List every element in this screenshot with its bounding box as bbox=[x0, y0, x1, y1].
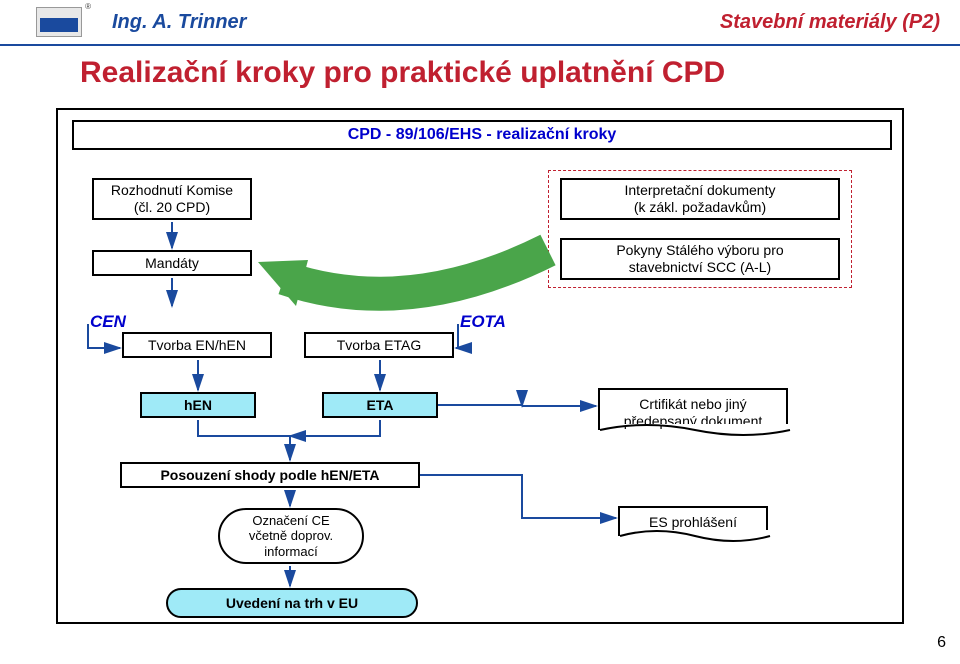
box-mandates: Mandáty bbox=[92, 250, 252, 276]
box-decision: Rozhodnutí Komise(čl. 20 CPD) bbox=[92, 178, 252, 220]
box-hen: hEN bbox=[140, 392, 256, 418]
box-eta: ETA bbox=[322, 392, 438, 418]
doc-cert: Crtifikát nebo jinýpředepsaný dokument bbox=[598, 388, 788, 430]
oval-uvedeni: Uvedení na trh v EU bbox=[166, 588, 418, 618]
box-scc: Pokyny Stálého výboru prostavebnictví SC… bbox=[560, 238, 840, 280]
box-topbar: CPD - 89/106/EHS - realizační kroky bbox=[72, 120, 892, 150]
header: ® Ing. A. Trinner Stavební materiály (P2… bbox=[0, 0, 960, 46]
box-tvorba-en: Tvorba EN/hEN bbox=[122, 332, 272, 358]
box-tvorba-etag: Tvorba ETAG bbox=[304, 332, 454, 358]
box-posouzeni: Posouzení shody podle hEN/ETA bbox=[120, 462, 420, 488]
page-number: 6 bbox=[937, 634, 946, 652]
page-title: Realizační kroky pro praktické uplatnění… bbox=[80, 56, 725, 90]
header-right: Stavební materiály (P2) bbox=[720, 11, 940, 34]
label-eota: EOTA bbox=[460, 312, 506, 332]
box-interp: Interpretační dokumenty(k zákl. požadavk… bbox=[560, 178, 840, 220]
label-cen: CEN bbox=[90, 312, 126, 332]
doc-es: ES prohlášení bbox=[618, 506, 768, 536]
diagram-canvas: CPD - 89/106/EHS - realizační kroky Rozh… bbox=[56, 108, 904, 624]
oval-ce: Označení CEvčetně doprov.informací bbox=[218, 508, 364, 564]
doc-es-text: ES prohlášení bbox=[649, 514, 737, 531]
logo: ® bbox=[36, 7, 82, 37]
author: Ing. A. Trinner bbox=[112, 11, 246, 34]
